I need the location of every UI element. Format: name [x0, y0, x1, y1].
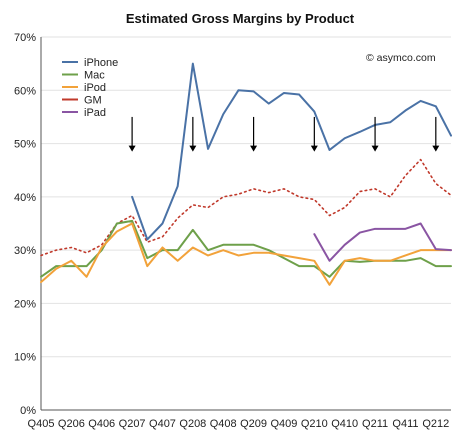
y-tick-30%: 30%	[14, 245, 36, 257]
x-tick-Q210: Q210	[301, 418, 328, 430]
arrowhead-Q207	[128, 145, 136, 152]
y-tick-50%: 50%	[14, 139, 36, 151]
y-tick-40%: 40%	[14, 192, 36, 204]
x-tick-Q409: Q409	[271, 418, 298, 430]
series-line-ipod	[40, 222, 452, 286]
arrow-markers	[128, 116, 440, 152]
x-tick-Q212: Q212	[422, 418, 449, 430]
axes	[40, 37, 451, 411]
y-tick-20%: 20%	[14, 298, 36, 310]
y-tick-60%: 60%	[14, 85, 36, 97]
y-tick-70%: 70%	[14, 32, 36, 44]
y-tick-labels: 0% 10% 20% 30% 40% 50% 60% 70%	[14, 32, 36, 417]
x-tick-Q206: Q206	[58, 418, 85, 430]
legend-label-mac: Mac	[84, 70, 105, 82]
arrowhead-Q211	[371, 145, 379, 152]
arrowhead-Q212	[432, 145, 440, 152]
y-tick-10%: 10%	[14, 352, 36, 364]
chart-title: Estimated Gross Margins by Product	[126, 11, 355, 26]
x-tick-Q408: Q408	[210, 418, 237, 430]
arrowhead-Q208	[189, 145, 197, 152]
x-tick-Q406: Q406	[88, 418, 115, 430]
series-line-gm	[40, 158, 452, 257]
y-tick-0%: 0%	[20, 405, 36, 417]
credit-label: © asymco.com	[366, 52, 436, 64]
arrowhead-Q209	[250, 145, 258, 152]
legend-label-ipad: iPad	[84, 107, 106, 119]
legend-label-iphone: iPhone	[84, 57, 118, 69]
x-tick-Q411: Q411	[392, 418, 418, 430]
series-lines	[40, 62, 452, 286]
x-tick-Q207: Q207	[119, 418, 146, 430]
legend-label-gm: GM	[84, 95, 102, 107]
arrowhead-Q210	[310, 145, 318, 152]
series-line-iphone	[131, 62, 452, 241]
x-tick-Q410: Q410	[331, 418, 358, 430]
x-tick-Q208: Q208	[179, 418, 206, 430]
x-tick-Q209: Q209	[240, 418, 267, 430]
x-tick-labels: Q405 Q206 Q406 Q207 Q407 Q208 Q408 Q209 Q409 Q210…	[28, 418, 450, 430]
x-tick-Q407: Q407	[149, 418, 176, 430]
x-tick-Q211: Q211	[362, 418, 388, 430]
series-line-ipad	[313, 222, 452, 262]
legend-label-ipod: iPod	[84, 82, 106, 94]
x-tick-Q405: Q405	[28, 418, 55, 430]
